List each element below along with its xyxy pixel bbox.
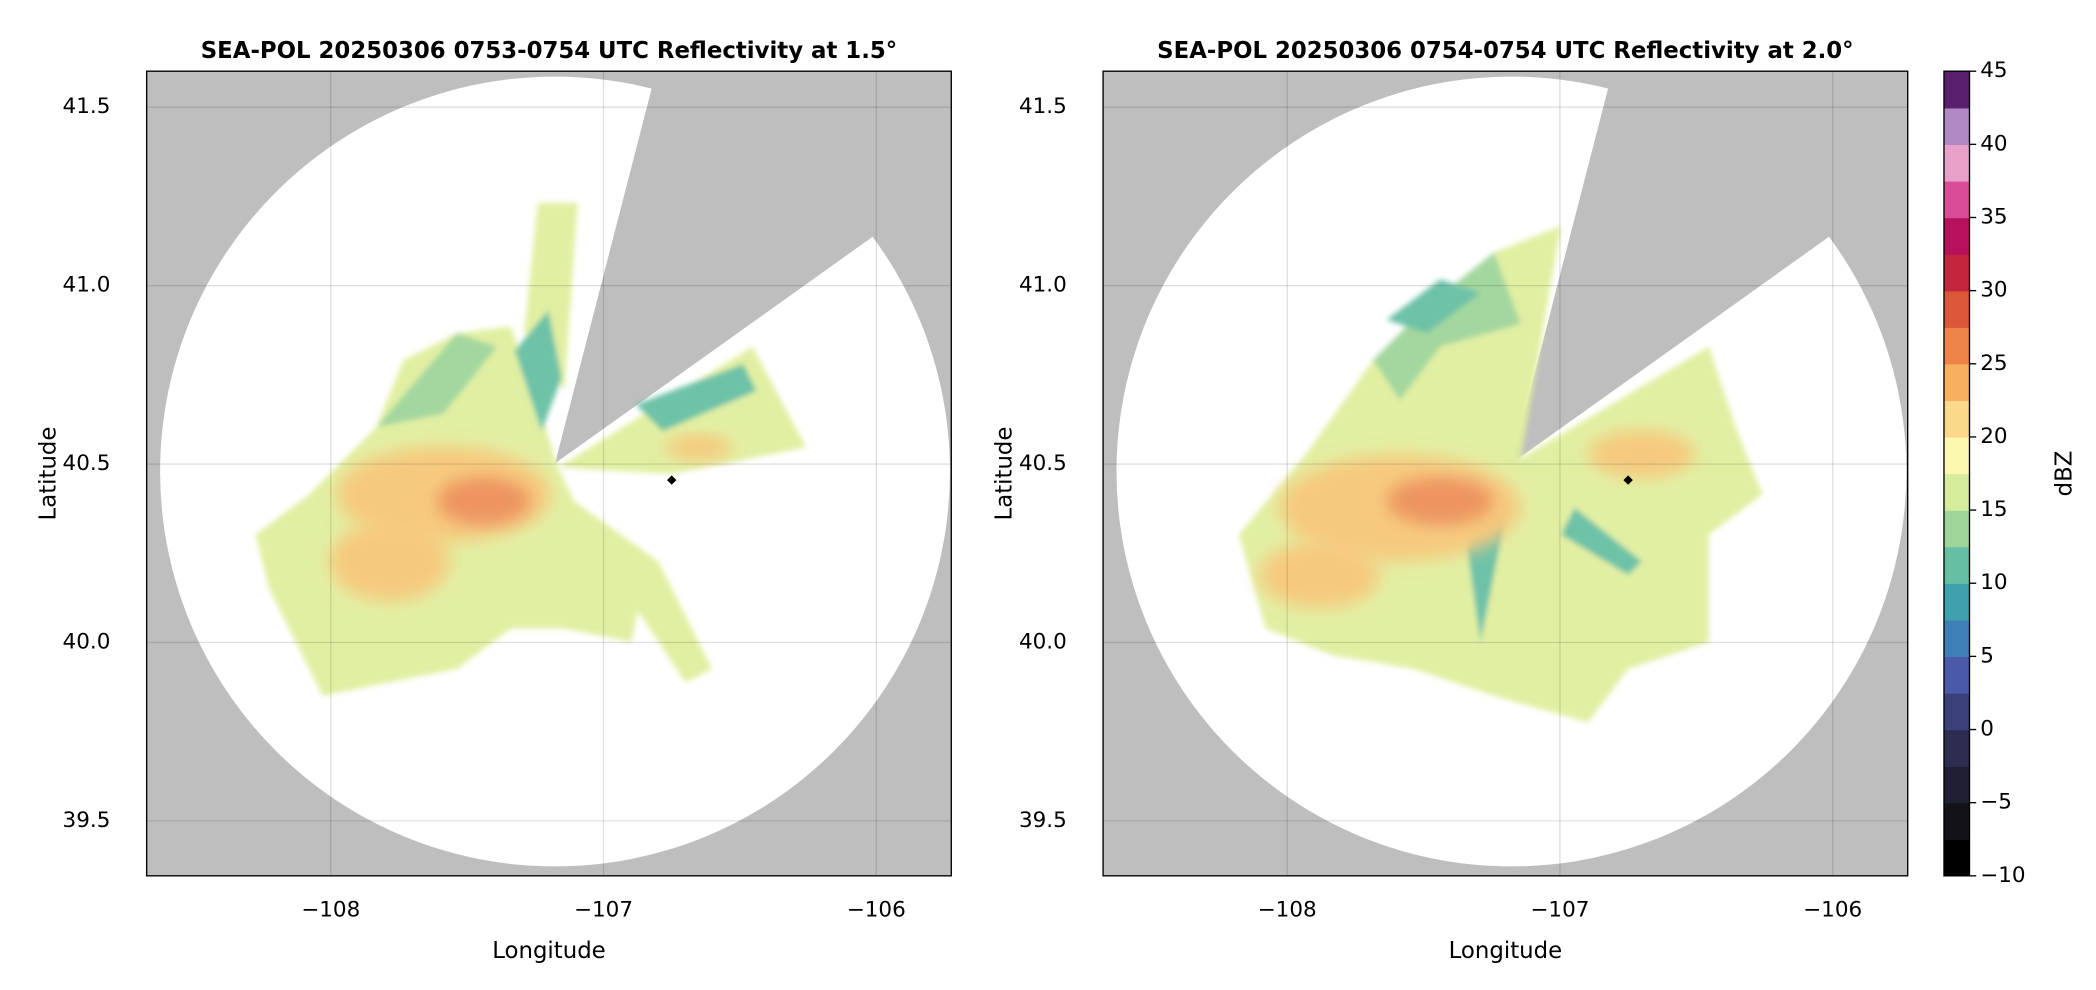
plot-frame <box>1102 70 1909 877</box>
x-tick-label: −106 <box>847 898 906 923</box>
echo-region <box>1561 507 1642 575</box>
marker <box>667 475 677 485</box>
echo-core <box>1386 476 1494 526</box>
y-tick-label: 40.5 <box>1019 451 1067 476</box>
x-tick-label: −107 <box>1530 898 1589 923</box>
colorbar-bin <box>1943 802 1970 840</box>
x-tick-label: −107 <box>574 898 633 923</box>
echoes <box>255 202 807 696</box>
colorbar-bin <box>1943 692 1970 731</box>
colorbar-bin <box>1943 107 1970 146</box>
colorbar-tick-label: 0 <box>1980 717 1994 742</box>
panel: −108 −107 −106 39.5 40.0 40.5 41.0 41.5 SEA-POL … <box>992 38 1909 964</box>
colorbar-tick-label: 45 <box>1980 58 2007 83</box>
colorbar-bin <box>1943 327 1970 365</box>
echo-core <box>436 476 531 526</box>
colorbar-bin <box>1943 144 1970 182</box>
y-tick-label: 41.0 <box>63 273 111 298</box>
colorbar-bin <box>1943 473 1970 511</box>
colorbar-tick-label: −10 <box>1980 863 2025 888</box>
echo-region <box>1373 252 1521 401</box>
blocked-sector <box>1511 71 1904 464</box>
colorbar-tick-label: 35 <box>1980 204 2007 229</box>
y-axis-label: Latitude <box>35 427 61 521</box>
y-axis-label: Latitude <box>992 427 1018 521</box>
colorbar-tick-label: 5 <box>1980 643 1994 668</box>
colorbar-bin <box>1943 729 1970 767</box>
colorbar-bin <box>1943 436 1970 475</box>
colorbar-frame <box>1943 70 1971 877</box>
colorbar-tick-label: 25 <box>1980 351 2007 376</box>
colorbar-tick-label: 40 <box>1980 131 2007 156</box>
x-tick-label: −108 <box>1258 898 1317 923</box>
y-tick-label: 40.0 <box>1019 629 1067 654</box>
colorbar-bin <box>1943 71 1970 109</box>
marker <box>1623 475 1633 485</box>
colorbar-bin <box>1943 400 1970 438</box>
colorbar-tick-label: 10 <box>1980 570 2007 595</box>
colorbar-bin <box>1943 254 1970 292</box>
x-axis-label: Longitude <box>1449 938 1563 964</box>
colorbar: −10 −5 0 5 10 15 20 25 30 35 40 45 dBZ <box>1943 58 2078 888</box>
colorbar-tick-label: 20 <box>1980 424 2007 449</box>
colorbar-bin <box>1943 180 1970 219</box>
echoes <box>1238 225 1763 723</box>
coverage <box>160 71 950 867</box>
colorbar-tick-label: 30 <box>1980 278 2007 303</box>
colorbar-bin <box>1943 217 1970 255</box>
y-tick-label: 39.5 <box>63 808 111 833</box>
colorbar-label: dBZ <box>2052 451 2078 497</box>
colorbar-bin <box>1943 656 1970 694</box>
colorbar-bin <box>1943 290 1970 328</box>
echo-region <box>514 310 562 432</box>
colorbar-bin <box>1943 510 1970 548</box>
echo-core <box>665 433 733 461</box>
x-axis-label: Longitude <box>492 938 606 964</box>
chart-title: SEA-POL 20250306 0754-0754 UTC Reflectiv… <box>1157 38 1853 64</box>
echo-region <box>1386 279 1481 334</box>
y-tick-label: 40.0 <box>63 629 111 654</box>
echo-core <box>329 521 451 602</box>
echo-region <box>564 494 713 683</box>
x-tick-label: −106 <box>1803 898 1862 923</box>
y-tick-label: 41.5 <box>1019 94 1067 119</box>
colorbar-bin <box>1943 363 1970 402</box>
colorbar-bin <box>1943 839 1970 877</box>
echo-core <box>1588 429 1696 479</box>
colorbar-tick-label: −5 <box>1980 790 2012 815</box>
y-tick-label: 40.5 <box>63 451 111 476</box>
echo-region <box>635 364 757 432</box>
coverage <box>1116 71 1907 867</box>
blocked-sector <box>555 71 948 464</box>
panel: −108 −107 −106 39.5 40.0 40.5 41.0 41.5 SEA-POL … <box>35 38 952 964</box>
colorbar-bin <box>1943 619 1970 658</box>
colorbar-bin <box>1943 546 1970 584</box>
echo-region <box>1238 225 1763 723</box>
chart-title: SEA-POL 20250306 0753-0754 UTC Reflectiv… <box>201 38 897 64</box>
y-tick-label: 41.0 <box>1019 273 1067 298</box>
y-tick-label: 39.5 <box>1019 808 1067 833</box>
x-tick-label: −108 <box>301 898 360 923</box>
colorbar-tick-label: 15 <box>1980 497 2007 522</box>
colorbar-bin <box>1943 583 1970 621</box>
echo-region <box>376 333 498 428</box>
echo-core <box>1258 541 1380 609</box>
plot-frame <box>145 70 952 877</box>
colorbar-bin <box>1943 766 1970 804</box>
y-tick-label: 41.5 <box>63 94 111 119</box>
